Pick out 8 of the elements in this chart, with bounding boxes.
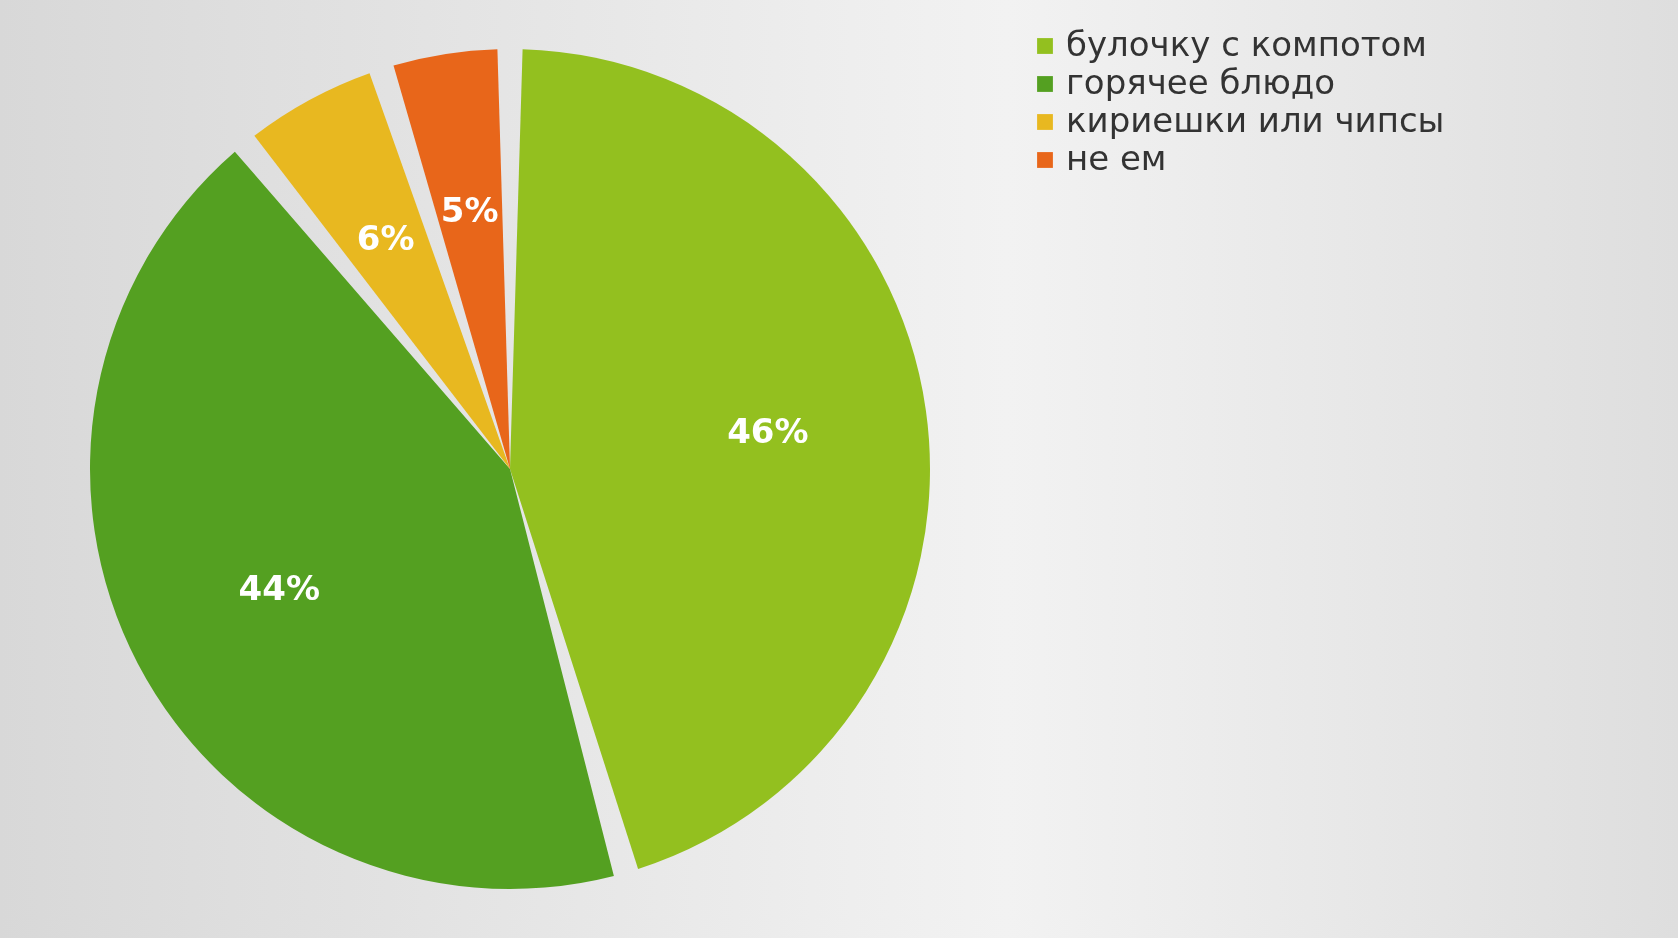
data-label: 6% [356, 218, 415, 259]
data-label: 46% [727, 410, 809, 451]
legend-label: булочку с компотом [1066, 24, 1427, 64]
legend-label: не ем [1066, 138, 1167, 178]
legend-label: кириешки или чипсы [1066, 100, 1445, 140]
data-label: 44% [238, 567, 320, 608]
data-label: 5% [440, 189, 499, 230]
legend-label: горячее блюдо [1066, 62, 1336, 102]
